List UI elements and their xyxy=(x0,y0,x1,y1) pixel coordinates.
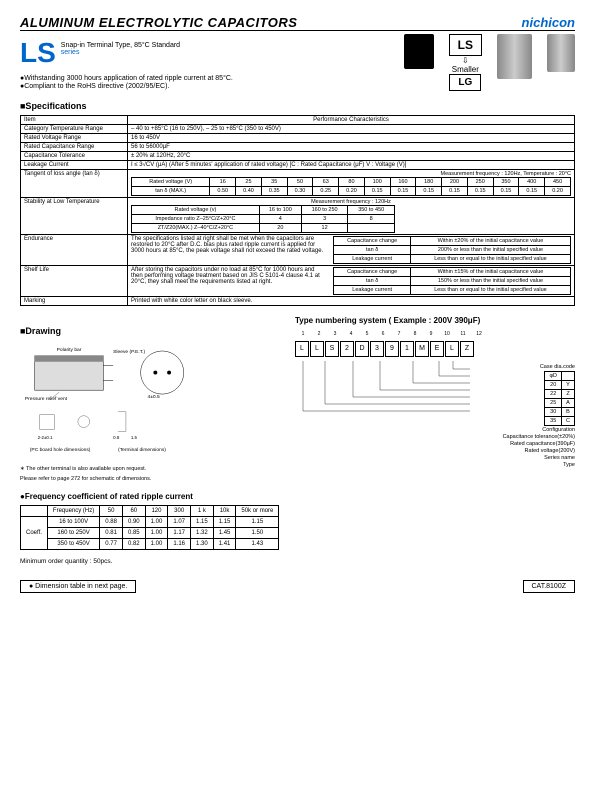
svg-text:1.5: 1.5 xyxy=(131,435,138,440)
svg-text:0.8: 0.8 xyxy=(113,435,120,440)
page-title: ALUMINUM ELECTROLYTIC CAPACITORS xyxy=(20,15,297,30)
type-num-heading: Type numbering system ( Example : 200V 3… xyxy=(295,316,575,325)
type-num-indices: 123456789101112 xyxy=(297,331,575,337)
footer-next-page: ● Dimension table in next page. xyxy=(20,580,136,593)
lg-badge: LG xyxy=(449,74,481,91)
brand-logo: nichicon xyxy=(522,15,575,30)
svg-text:Sleeve (P.E.T.): Sleeve (P.E.T.) xyxy=(113,349,145,355)
spec-head-perf: Performance Characteristics xyxy=(128,116,575,125)
drawing-note-2: Please refer to page 272 for schematic o… xyxy=(20,476,275,482)
svg-text:4±0.5: 4±0.5 xyxy=(148,394,160,400)
spec-head-item: Item xyxy=(21,116,128,125)
drawing-note-1: ∗ The other terminal is also available u… xyxy=(20,466,275,472)
smaller-arrow: ⇩Smaller xyxy=(449,56,482,74)
ls-badge: LS xyxy=(449,34,482,56)
svg-text:(Terminal dimensions): (Terminal dimensions) xyxy=(118,447,166,453)
spec-heading: ■Specifications xyxy=(20,101,575,111)
series-code: LS xyxy=(20,39,56,67)
svg-text:2-2±0.1: 2-2±0.1 xyxy=(38,435,53,440)
type-num-lines xyxy=(295,361,575,431)
min-order: Minimum order quantity : 50pcs. xyxy=(20,558,575,565)
cert-badge xyxy=(404,34,434,69)
series-desc: Snap-in Terminal Type, 85°C Standard xyxy=(61,42,180,49)
capacitor-image-2 xyxy=(547,34,575,72)
capacitor-image-1 xyxy=(497,34,532,79)
drawing-heading: ■Drawing xyxy=(20,326,275,336)
drawing-diagram: Polarity bar Sleeve (P.E.T.) Pressure re… xyxy=(20,340,275,460)
svg-text:Polarity bar: Polarity bar xyxy=(57,347,82,353)
freq-heading: ●Frequency coefficient of rated ripple c… xyxy=(20,492,575,501)
spec-table: ItemPerformance Characteristics Category… xyxy=(20,115,575,306)
svg-text:(PC board hole dimensions): (PC board hole dimensions) xyxy=(30,447,91,453)
footer-cat: CAT.8100Z xyxy=(523,580,576,593)
series-word: series xyxy=(61,49,180,56)
svg-text:Pressure relief vent: Pressure relief vent xyxy=(25,396,68,402)
type-num-chars: LLS2D391MELZ xyxy=(295,341,575,357)
freq-table: Frequency (Hz)50601203001 k10k50k or mor… xyxy=(20,505,279,550)
